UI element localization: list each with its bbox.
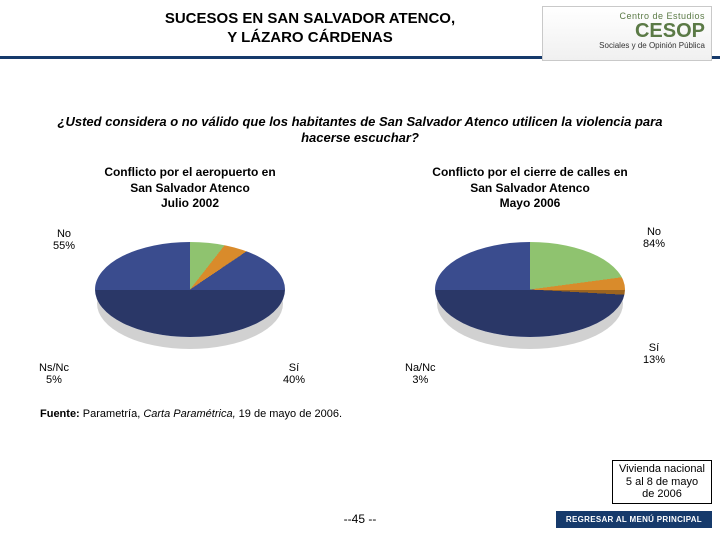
return-menu-button[interactable]: REGRESAR AL MENÚ PRINCIPAL — [556, 511, 712, 528]
survey-l3: de 2006 — [619, 488, 705, 501]
chart-right-pie-area: No84% Sí13% Na/Nc3% — [375, 220, 685, 390]
chart-right: Conflicto por el cierre de calles en San… — [375, 165, 685, 390]
title-line-1: SUCESOS EN SAN SALVADOR ATENCO, — [100, 10, 520, 29]
callout-right-si: Sí13% — [643, 342, 665, 366]
callout-right-no: No84% — [643, 226, 665, 250]
source-text-italic: Carta Paramétrica, — [143, 408, 235, 420]
chart-right-title-l2: San Salvador Atenco — [375, 181, 685, 197]
callout-left-si: Sí40% — [283, 362, 305, 386]
callout-left-no: No55% — [53, 228, 75, 252]
chart-left-pie — [95, 242, 285, 337]
chart-right-title: Conflicto por el cierre de calles en San… — [375, 165, 685, 212]
header: SUCESOS EN SAN SALVADOR ATENCO, Y LÁZARO… — [0, 0, 720, 59]
chart-left-title: Conflicto por el aeropuerto en San Salva… — [35, 165, 345, 212]
page-number: --45 -- — [344, 512, 377, 526]
question-text: ¿Usted considera o no válido que los hab… — [40, 114, 680, 148]
callout-left-nsnc: Ns/Nc5% — [39, 362, 69, 386]
callout-right-nsnc: Na/Nc3% — [405, 362, 436, 386]
source-label: Fuente: — [40, 408, 80, 420]
page-title: SUCESOS EN SAN SALVADOR ATENCO, Y LÁZARO… — [100, 10, 520, 48]
title-line-2: Y LÁZARO CÁRDENAS — [100, 29, 520, 48]
chart-right-title-l1: Conflicto por el cierre de calles en — [375, 165, 685, 181]
logo-line-2: CESOP — [549, 21, 705, 41]
logo: Centro de Estudios CESOP Sociales y de O… — [542, 6, 712, 61]
survey-info-box: Vivienda nacional 5 al 8 de mayo de 2006 — [612, 460, 712, 504]
chart-left: Conflicto por el aeropuerto en San Salva… — [35, 165, 345, 390]
source-text-1: Parametría, — [80, 408, 144, 420]
survey-l2: 5 al 8 de mayo — [619, 476, 705, 489]
source-line: Fuente: Parametría, Carta Paramétrica, 1… — [40, 408, 720, 420]
charts-row: Conflicto por el aeropuerto en San Salva… — [0, 165, 720, 390]
chart-left-pie-area: No55% Sí40% Ns/Nc5% — [35, 220, 345, 390]
chart-right-title-l3: Mayo 2006 — [375, 196, 685, 212]
chart-left-title-l3: Julio 2002 — [35, 196, 345, 212]
chart-left-title-l1: Conflicto por el aeropuerto en — [35, 165, 345, 181]
logo-line-3: Sociales y de Opinión Pública — [549, 41, 705, 50]
survey-l1: Vivienda nacional — [619, 463, 705, 476]
chart-right-pie — [435, 242, 625, 337]
source-text-2: 19 de mayo de 2006. — [236, 408, 342, 420]
chart-left-title-l2: San Salvador Atenco — [35, 181, 345, 197]
